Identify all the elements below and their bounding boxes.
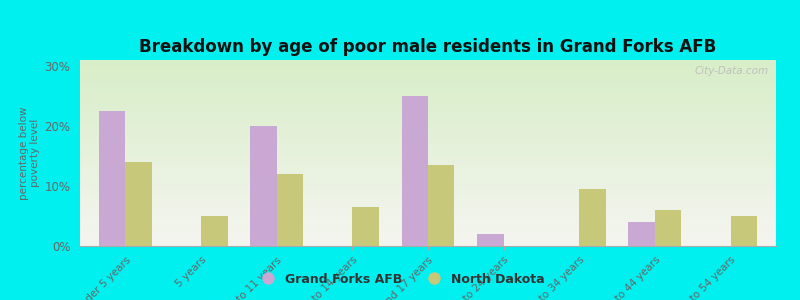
Bar (428, 165, 454, 246)
Bar (250, 126, 277, 246)
Bar (277, 174, 303, 246)
Y-axis label: percentage below
poverty level: percentage below poverty level (18, 106, 40, 200)
Bar (730, 216, 757, 246)
Bar (477, 234, 504, 246)
Bar (629, 222, 655, 246)
Bar (126, 162, 152, 246)
Title: Breakdown by age of poor male residents in Grand Forks AFB: Breakdown by age of poor male residents … (139, 38, 717, 56)
Legend: Grand Forks AFB, North Dakota: Grand Forks AFB, North Dakota (250, 268, 550, 291)
Bar (655, 210, 682, 246)
Bar (201, 216, 227, 246)
Text: City-Data.com: City-Data.com (695, 66, 769, 76)
Bar (99, 111, 126, 246)
Bar (352, 207, 379, 246)
Bar (402, 96, 428, 246)
Bar (579, 189, 606, 246)
